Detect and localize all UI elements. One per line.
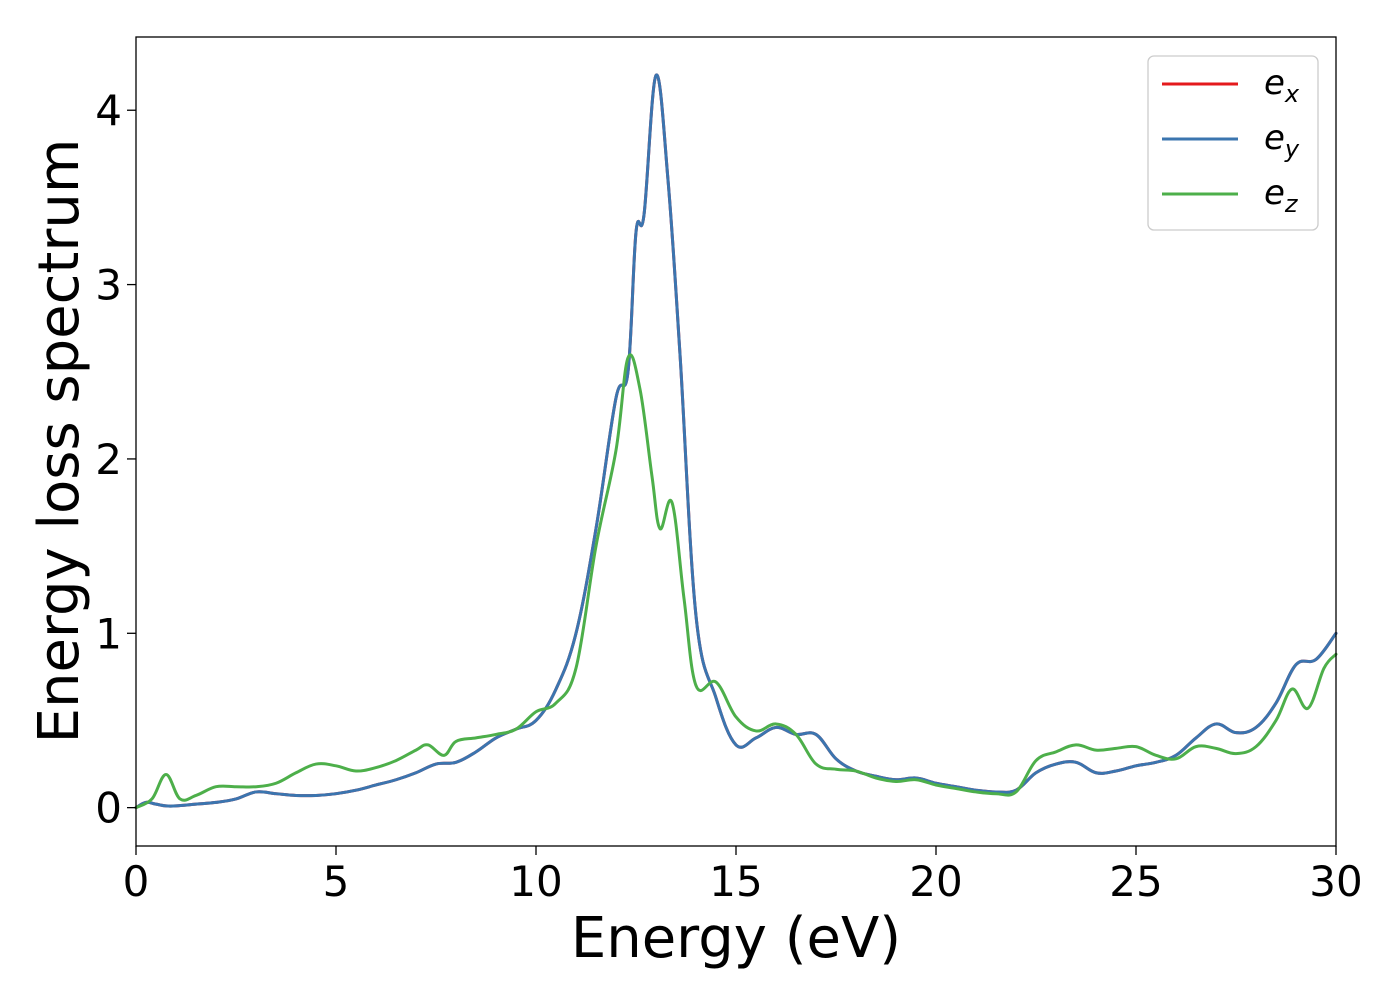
- y-tick-label: 1: [95, 609, 122, 658]
- y-axis-ticks: 0 1 2 3 4: [95, 86, 136, 833]
- y-tick-label: 0: [95, 784, 122, 833]
- y-axis-title: Energy loss spectrum: [27, 139, 92, 744]
- legend-label-subscript: z: [1284, 190, 1299, 218]
- legend-label-base: e: [1264, 63, 1285, 103]
- x-tick-label: 20: [909, 857, 962, 906]
- x-tick-label: 0: [123, 857, 150, 906]
- legend-label-subscript: x: [1284, 80, 1300, 108]
- series-layer: [134, 73, 1338, 810]
- series-line-z: [134, 353, 1338, 810]
- legend-box: [1147, 55, 1319, 231]
- x-axis-ticks: 0 5 10 15 20 25 30: [123, 846, 1363, 906]
- y-tick-label: 3: [95, 261, 122, 310]
- legend-label: ex: [1264, 63, 1300, 108]
- x-axis-title: Energy (eV): [571, 906, 901, 971]
- legend-label-subscript: y: [1284, 135, 1300, 163]
- x-tick-label: 30: [1309, 857, 1362, 906]
- x-tick-label: 10: [509, 857, 562, 906]
- x-tick-label: 25: [1109, 857, 1162, 906]
- x-tick-label: 15: [709, 857, 762, 906]
- legend-label-base: e: [1264, 118, 1285, 158]
- y-tick-label: 4: [95, 86, 122, 135]
- x-tick-label: 5: [323, 857, 350, 906]
- legend-item-z: ez: [1162, 173, 1299, 218]
- series-line-y: [134, 73, 1338, 810]
- legend-item-y: ey: [1162, 118, 1300, 163]
- legend-label: ey: [1264, 118, 1300, 163]
- legend-label: ez: [1264, 173, 1299, 218]
- legend-item-x: ex: [1162, 63, 1300, 108]
- y-tick-label: 2: [95, 435, 122, 484]
- legend-label-base: e: [1264, 173, 1285, 213]
